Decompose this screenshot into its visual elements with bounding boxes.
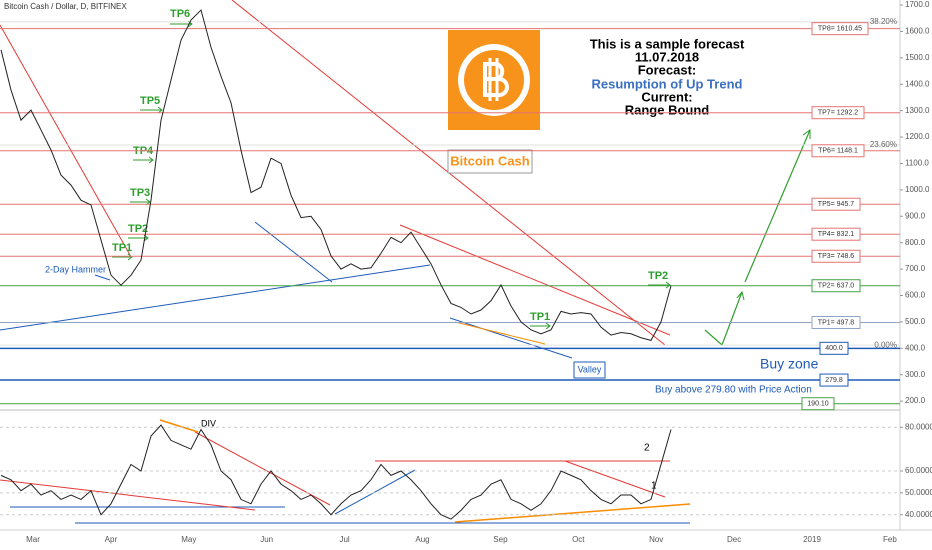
tp-label: TP6 xyxy=(170,8,190,20)
y-tick-label: 80.0000 xyxy=(905,422,932,431)
x-tick-label: Feb xyxy=(883,535,897,544)
x-tick-label: Aug xyxy=(415,535,429,544)
y-tick-label: 400.0 xyxy=(905,343,926,352)
level-box xyxy=(811,197,861,211)
y-tick-label: 1400.0 xyxy=(905,79,930,88)
x-tick-label: May xyxy=(181,535,196,544)
tp-label: TP2 xyxy=(648,270,668,282)
forecast-line: Resumption of Up Trend xyxy=(592,76,743,91)
level-box xyxy=(811,227,861,241)
rsi-label: 1 xyxy=(651,481,657,492)
x-tick-label: Nov xyxy=(649,535,663,544)
y-tick-label: 1500.0 xyxy=(905,53,930,62)
bitcoin-logo xyxy=(448,30,540,130)
level-box xyxy=(811,315,861,329)
annotation: 2-Day Hammer xyxy=(45,264,106,274)
fib-label: 0.00% xyxy=(874,340,897,349)
tp-label: TP1 xyxy=(112,242,132,254)
name-box xyxy=(447,149,533,174)
level-box xyxy=(801,397,835,411)
annotation-pointer xyxy=(94,274,111,281)
annotation: Valley xyxy=(578,364,602,374)
coin-name: Bitcoin Cash xyxy=(450,153,530,168)
y-tick-label: 1700.0 xyxy=(905,0,930,9)
y-tick-label: 1100.0 xyxy=(905,159,929,168)
y-tick-label: 600.0 xyxy=(905,291,926,300)
forecast-line: Current: xyxy=(641,89,692,104)
tp-label: TP2 xyxy=(128,223,148,235)
fib-label: 38.20% xyxy=(870,17,897,26)
y-tick-label: 300.0 xyxy=(905,370,926,379)
header: Bitcoin Cash / Dollar, D, BITFINEX xyxy=(4,2,127,11)
y-tick-label: 1300.0 xyxy=(905,106,930,115)
level-label: TP2= 637.0 xyxy=(818,283,854,290)
y-tick-label: 50.0000 xyxy=(905,488,932,497)
level-label: TP6= 1148.1 xyxy=(818,148,858,155)
level-label: TP8= 1610.45 xyxy=(818,26,862,33)
x-tick-label: Oct xyxy=(572,535,585,544)
rsi-label: 2 xyxy=(644,443,650,454)
forecast-line: Range Bound xyxy=(625,102,710,117)
x-tick-label: Apr xyxy=(105,535,118,544)
level-box xyxy=(811,279,861,293)
x-tick-label: Mar xyxy=(26,535,40,544)
x-tick-label: Sep xyxy=(493,535,508,544)
level-box xyxy=(811,144,865,158)
y-tick-label: 900.0 xyxy=(905,211,926,220)
y-tick-label: 1600.0 xyxy=(905,27,930,36)
level-box xyxy=(811,106,865,120)
x-tick-label: Jul xyxy=(339,535,349,544)
level-label: TP7= 1292.2 xyxy=(818,110,858,117)
y-tick-label: 60.0000 xyxy=(905,466,932,475)
tp-label: TP5 xyxy=(140,95,160,107)
forecast-line: 11.07.2018 xyxy=(635,49,699,64)
fib-label: 23.60% xyxy=(870,140,897,149)
level-box xyxy=(819,341,849,355)
tp-label: TP3 xyxy=(130,187,150,199)
y-tick-label: 800.0 xyxy=(905,238,926,247)
x-tick-label: Dec xyxy=(727,535,741,544)
level-label: TP4= 832.1 xyxy=(818,231,854,238)
annotation: Buy zone xyxy=(760,356,819,372)
level-label: 190.10 xyxy=(807,401,829,408)
y-tick-label: 1200.0 xyxy=(905,132,930,141)
level-box xyxy=(811,249,861,263)
level-label: TP3= 748.6 xyxy=(818,253,854,260)
level-label: TP5= 945.7 xyxy=(818,201,854,208)
forecast-line: Forecast: xyxy=(638,62,697,77)
y-tick-label: 500.0 xyxy=(905,317,926,326)
x-tick-label: Jun xyxy=(260,535,273,544)
y-tick-label: 200.0 xyxy=(905,396,926,405)
trend-lines xyxy=(0,0,932,531)
annotation: Buy above 279.80 with Price Action xyxy=(655,385,812,396)
y-tick-label: 40.0000 xyxy=(905,510,932,519)
tp-label: TP1 xyxy=(530,311,550,323)
y-tick-label: 1000.0 xyxy=(905,185,930,194)
rsi-label: DIV xyxy=(201,418,216,428)
level-label: TP1= 497.8 xyxy=(818,319,854,326)
level-box xyxy=(811,22,869,36)
level-label: 279.8 xyxy=(825,377,843,384)
price-line xyxy=(0,9,672,341)
y-tick-label: 700.0 xyxy=(905,264,926,273)
level-label: 400.0 xyxy=(825,345,843,352)
level-box xyxy=(819,373,849,387)
valley-box xyxy=(573,361,606,379)
price-line xyxy=(0,424,672,520)
forecast-line: This is a sample forecast xyxy=(590,36,745,51)
x-tick-label: 2019 xyxy=(803,535,821,544)
